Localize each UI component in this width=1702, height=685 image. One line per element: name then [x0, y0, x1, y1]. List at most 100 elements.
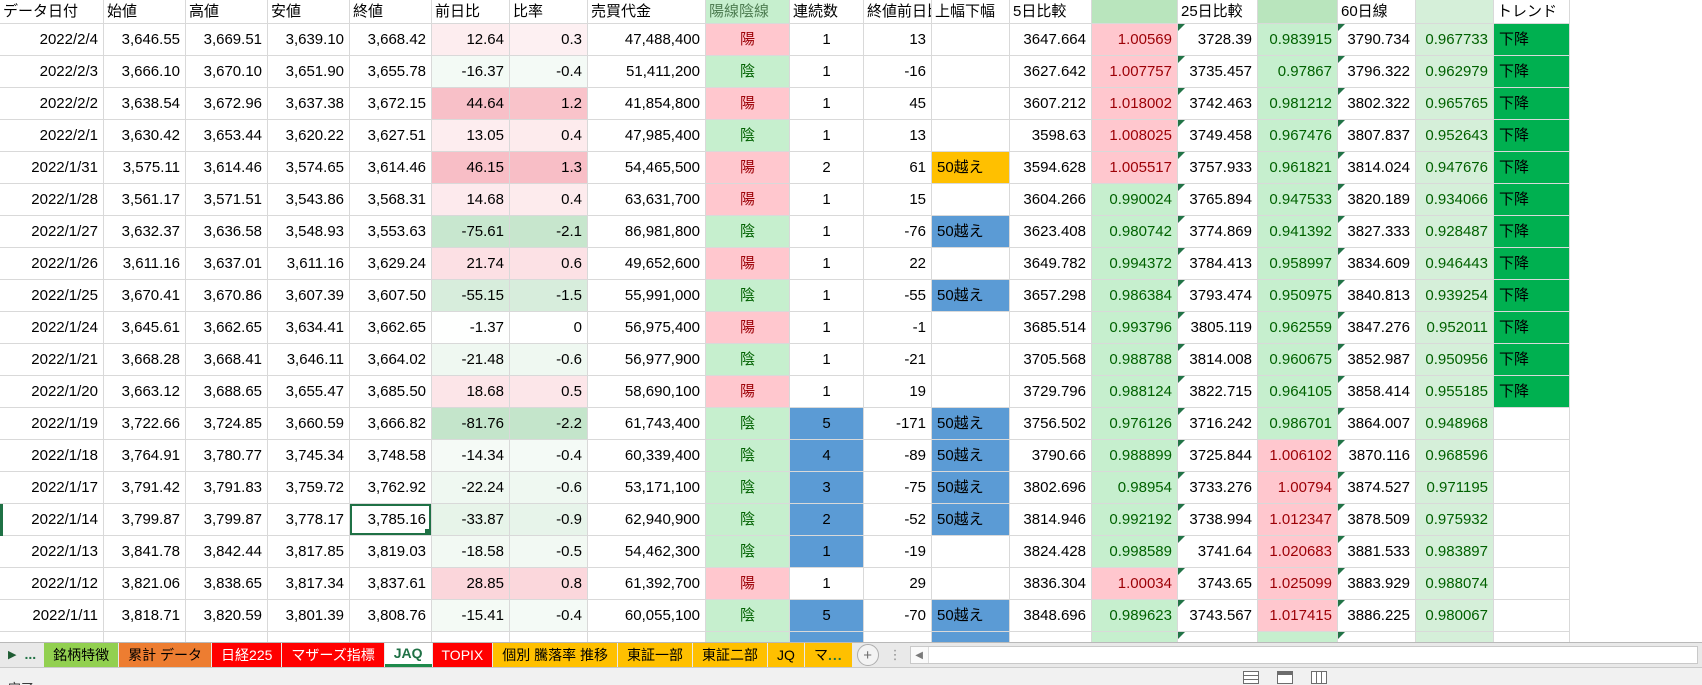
- cell-close_change[interactable]: -16: [864, 56, 932, 88]
- cell-close_change[interactable]: -55: [864, 280, 932, 312]
- cell-turnover[interactable]: 60,055,100: [588, 600, 706, 632]
- cell-high[interactable]: 3,672.96: [186, 88, 268, 120]
- cell-change_pct[interactable]: 0.8: [510, 568, 588, 600]
- cell-open[interactable]: 3,670.41: [104, 280, 186, 312]
- cell-d5[interactable]: 3657.298: [1010, 280, 1092, 312]
- column-header-high[interactable]: 高値: [186, 0, 268, 24]
- cell-d5[interactable]: 3647.664: [1010, 24, 1092, 56]
- add-sheet-button[interactable]: +: [856, 644, 879, 666]
- cell-range[interactable]: [932, 88, 1010, 120]
- cell-d60[interactable]: 3883.929: [1338, 568, 1416, 600]
- cell-streak[interactable]: 1: [790, 376, 864, 408]
- cell-candle[interactable]: 陰: [706, 56, 790, 88]
- cell-high[interactable]: 3,670.10: [186, 56, 268, 88]
- cell-close[interactable]: 3,629.24: [350, 248, 432, 280]
- cell-r5[interactable]: 1.007757: [1092, 56, 1178, 88]
- cell-range[interactable]: [932, 568, 1010, 600]
- cell-range[interactable]: 50越え: [932, 408, 1010, 440]
- cell-d60[interactable]: 3790.734: [1338, 24, 1416, 56]
- cell-low[interactable]: 3,634.41: [268, 312, 350, 344]
- cell-trend[interactable]: 下降: [1494, 152, 1570, 184]
- cell-trend[interactable]: [1494, 408, 1570, 440]
- column-header-d60[interactable]: 60日線: [1338, 0, 1416, 24]
- cell-turnover[interactable]: 55,991,000: [588, 280, 706, 312]
- cell-low[interactable]: 3,639.10: [268, 24, 350, 56]
- cell-open[interactable]: 3,663.12: [104, 376, 186, 408]
- cell-r25[interactable]: 0.967476: [1258, 120, 1338, 152]
- cell-turnover[interactable]: 51,411,200: [588, 56, 706, 88]
- cell-d60[interactable]: 3886.225: [1338, 600, 1416, 632]
- cell-range[interactable]: 50越え: [932, 280, 1010, 312]
- cell-r25[interactable]: 0.981212: [1258, 88, 1338, 120]
- cell-candle[interactable]: 陰: [706, 504, 790, 536]
- sheet-tab-10[interactable]: マ...: [804, 643, 852, 667]
- cell-trend[interactable]: [1494, 632, 1570, 642]
- cell-change[interactable]: -14.34: [432, 440, 510, 472]
- cell-change_pct[interactable]: -0.4: [510, 600, 588, 632]
- cell-trend[interactable]: 下降: [1494, 248, 1570, 280]
- cell-r60[interactable]: 0.962979: [1416, 56, 1494, 88]
- cell-r5[interactable]: 0.994372: [1092, 248, 1178, 280]
- cell-d25[interactable]: 3743.65: [1178, 568, 1258, 600]
- column-header-streak[interactable]: 連続数: [790, 0, 864, 24]
- cell-streak[interactable]: 1: [790, 88, 864, 120]
- sheet-tab-5[interactable]: TOPIX: [432, 643, 493, 667]
- cell-change[interactable]: -22.24: [432, 472, 510, 504]
- cell-date[interactable]: 2022/1/26: [0, 248, 104, 280]
- cell-change_pct[interactable]: 0: [510, 312, 588, 344]
- cell-candle[interactable]: 陰: [706, 120, 790, 152]
- cell-d60[interactable]: 3834.609: [1338, 248, 1416, 280]
- cell-open[interactable]: 3,666.10: [104, 56, 186, 88]
- cell-trend[interactable]: [1494, 536, 1570, 568]
- cell-candle[interactable]: [706, 632, 790, 642]
- cell-r5[interactable]: 0.98954: [1092, 472, 1178, 504]
- cell-change[interactable]: 46.15: [432, 152, 510, 184]
- cell-d5[interactable]: 3598.63: [1010, 120, 1092, 152]
- cell-close_change[interactable]: -70: [864, 600, 932, 632]
- sheet-tab-3[interactable]: マザーズ指標: [282, 643, 384, 667]
- cell-low[interactable]: 3,759.72: [268, 472, 350, 504]
- cell-streak[interactable]: 1: [790, 24, 864, 56]
- cell-close[interactable]: 3,668.42: [350, 24, 432, 56]
- sheet-tab-7[interactable]: 東証一部: [618, 643, 693, 667]
- cell-d60[interactable]: 3878.509: [1338, 504, 1416, 536]
- cell-d5[interactable]: 3814.946: [1010, 504, 1092, 536]
- normal-view-icon[interactable]: [1243, 671, 1259, 684]
- cell-d5[interactable]: 3836.304: [1010, 568, 1092, 600]
- column-header-r25[interactable]: [1258, 0, 1338, 24]
- cell-d60[interactable]: 3796.322: [1338, 56, 1416, 88]
- cell-close_change[interactable]: 61: [864, 152, 932, 184]
- cell-d25[interactable]: 3716.242: [1178, 408, 1258, 440]
- cell-high[interactable]: 3,688.65: [186, 376, 268, 408]
- cell-open[interactable]: 3,821.06: [104, 568, 186, 600]
- cell-date[interactable]: 2022/1/21: [0, 344, 104, 376]
- cell-streak[interactable]: 5: [790, 408, 864, 440]
- cell-r60[interactable]: 0.955185: [1416, 376, 1494, 408]
- cell-r5[interactable]: 0.986384: [1092, 280, 1178, 312]
- cell-open[interactable]: 3,799.87: [104, 504, 186, 536]
- cell-change[interactable]: 28.85: [432, 568, 510, 600]
- cell-change_pct[interactable]: -0.9: [510, 504, 588, 536]
- cell-trend[interactable]: 下降: [1494, 24, 1570, 56]
- cell-d5[interactable]: 3649.782: [1010, 248, 1092, 280]
- cell-change[interactable]: [432, 632, 510, 642]
- sheet-tab-1[interactable]: 累計 データ: [119, 643, 212, 667]
- cell-streak[interactable]: 1: [790, 120, 864, 152]
- cell-range[interactable]: [932, 120, 1010, 152]
- cell-streak[interactable]: 1: [790, 536, 864, 568]
- cell-change_pct[interactable]: -0.4: [510, 440, 588, 472]
- cell-close_change[interactable]: -75: [864, 472, 932, 504]
- cell-change_pct[interactable]: -0.5: [510, 536, 588, 568]
- cell-r25[interactable]: 1.020683: [1258, 536, 1338, 568]
- cell-change[interactable]: -81.76: [432, 408, 510, 440]
- cell-r5[interactable]: 0.976126: [1092, 408, 1178, 440]
- cell-r25[interactable]: 1.00794: [1258, 472, 1338, 504]
- cell-candle[interactable]: 陽: [706, 152, 790, 184]
- cell-turnover[interactable]: 61,743,400: [588, 408, 706, 440]
- cell-high[interactable]: 3,791.83: [186, 472, 268, 504]
- sheet-tab-9[interactable]: JQ: [768, 643, 804, 667]
- cell-open[interactable]: 3,611.16: [104, 248, 186, 280]
- cell-candle[interactable]: 陽: [706, 88, 790, 120]
- cell-turnover[interactable]: 61,392,700: [588, 568, 706, 600]
- cell-range[interactable]: [932, 184, 1010, 216]
